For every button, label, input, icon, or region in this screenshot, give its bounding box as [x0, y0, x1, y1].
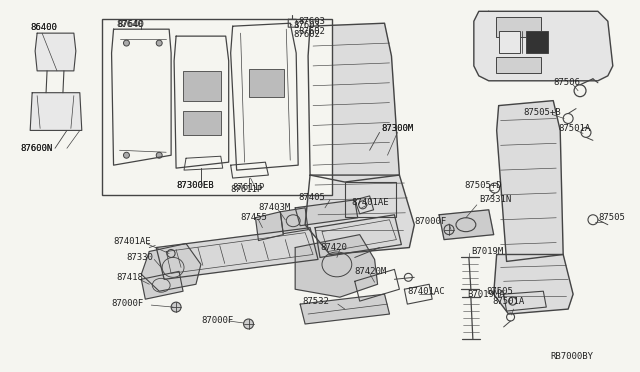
Text: 87640: 87640 — [118, 20, 145, 29]
Text: 87420: 87420 — [320, 243, 347, 252]
Polygon shape — [255, 212, 284, 241]
Polygon shape — [184, 156, 223, 170]
Text: 87330: 87330 — [127, 253, 154, 262]
Circle shape — [156, 40, 162, 46]
Polygon shape — [308, 23, 399, 182]
Text: B7019MA: B7019MA — [467, 290, 504, 299]
Circle shape — [171, 302, 181, 312]
Text: 87611P: 87611P — [230, 186, 263, 195]
Text: 87403M: 87403M — [259, 203, 291, 212]
Bar — [495, 17, 541, 37]
Bar — [495, 57, 541, 73]
Text: 87603: 87603 — [293, 21, 320, 30]
Text: 87501A: 87501A — [493, 296, 525, 306]
Circle shape — [124, 152, 129, 158]
Bar — [102, 19, 332, 195]
Text: 87505: 87505 — [487, 287, 514, 296]
Polygon shape — [230, 23, 298, 170]
Text: 87532: 87532 — [302, 296, 329, 306]
Circle shape — [156, 152, 162, 158]
Bar — [183, 71, 221, 101]
Polygon shape — [280, 208, 308, 234]
Text: 87401AC: 87401AC — [407, 287, 445, 296]
Text: 87000F: 87000F — [414, 217, 447, 226]
Text: 87000F: 87000F — [111, 299, 144, 308]
Text: 87640: 87640 — [116, 20, 143, 29]
Text: 87506: 87506 — [553, 78, 580, 87]
Text: 87455: 87455 — [241, 213, 268, 222]
Polygon shape — [141, 244, 201, 291]
Text: 86400: 86400 — [30, 23, 57, 32]
Polygon shape — [493, 254, 573, 314]
Circle shape — [124, 40, 129, 46]
Polygon shape — [111, 29, 171, 165]
Text: 87611P: 87611P — [233, 183, 265, 192]
Text: 87420M: 87420M — [355, 267, 387, 276]
Bar — [499, 31, 520, 53]
Text: 87602: 87602 — [293, 30, 320, 39]
Polygon shape — [141, 271, 183, 299]
Text: 87600N: 87600N — [20, 144, 52, 153]
Text: 87300EB: 87300EB — [176, 180, 214, 189]
Text: 87418: 87418 — [116, 273, 143, 282]
Text: 87505+D: 87505+D — [464, 182, 502, 190]
Text: 87000F: 87000F — [201, 317, 233, 326]
Polygon shape — [300, 294, 390, 324]
Bar — [248, 69, 284, 97]
Polygon shape — [497, 101, 563, 262]
Bar — [527, 31, 548, 53]
Text: B7331N: B7331N — [479, 195, 511, 204]
Polygon shape — [156, 228, 318, 279]
Bar — [345, 182, 396, 217]
Text: 87501A: 87501A — [558, 124, 591, 133]
Polygon shape — [35, 33, 76, 71]
Text: 87600N: 87600N — [20, 144, 52, 153]
Text: 87603: 87603 — [298, 17, 325, 26]
Circle shape — [244, 319, 253, 329]
Bar — [183, 110, 221, 135]
Polygon shape — [305, 175, 414, 254]
Polygon shape — [295, 200, 358, 226]
Text: 87401AE: 87401AE — [113, 237, 151, 246]
Text: 86400: 86400 — [30, 23, 57, 32]
Polygon shape — [315, 215, 401, 257]
Text: 87300EB: 87300EB — [176, 180, 214, 189]
Text: RB7000BY: RB7000BY — [550, 352, 593, 361]
Polygon shape — [174, 36, 228, 168]
Text: 87505+B: 87505+B — [524, 108, 561, 117]
Circle shape — [444, 225, 454, 235]
Text: 87602: 87602 — [298, 27, 325, 36]
Text: 87300M: 87300M — [381, 124, 414, 133]
Polygon shape — [439, 210, 493, 240]
Text: B7019M: B7019M — [471, 247, 503, 256]
Text: 87505: 87505 — [598, 213, 625, 222]
Polygon shape — [474, 11, 612, 81]
Polygon shape — [295, 235, 378, 297]
Polygon shape — [30, 93, 82, 131]
Text: 87401AE: 87401AE — [352, 198, 389, 207]
Text: 87300M: 87300M — [381, 124, 414, 133]
Text: 87405: 87405 — [298, 193, 325, 202]
